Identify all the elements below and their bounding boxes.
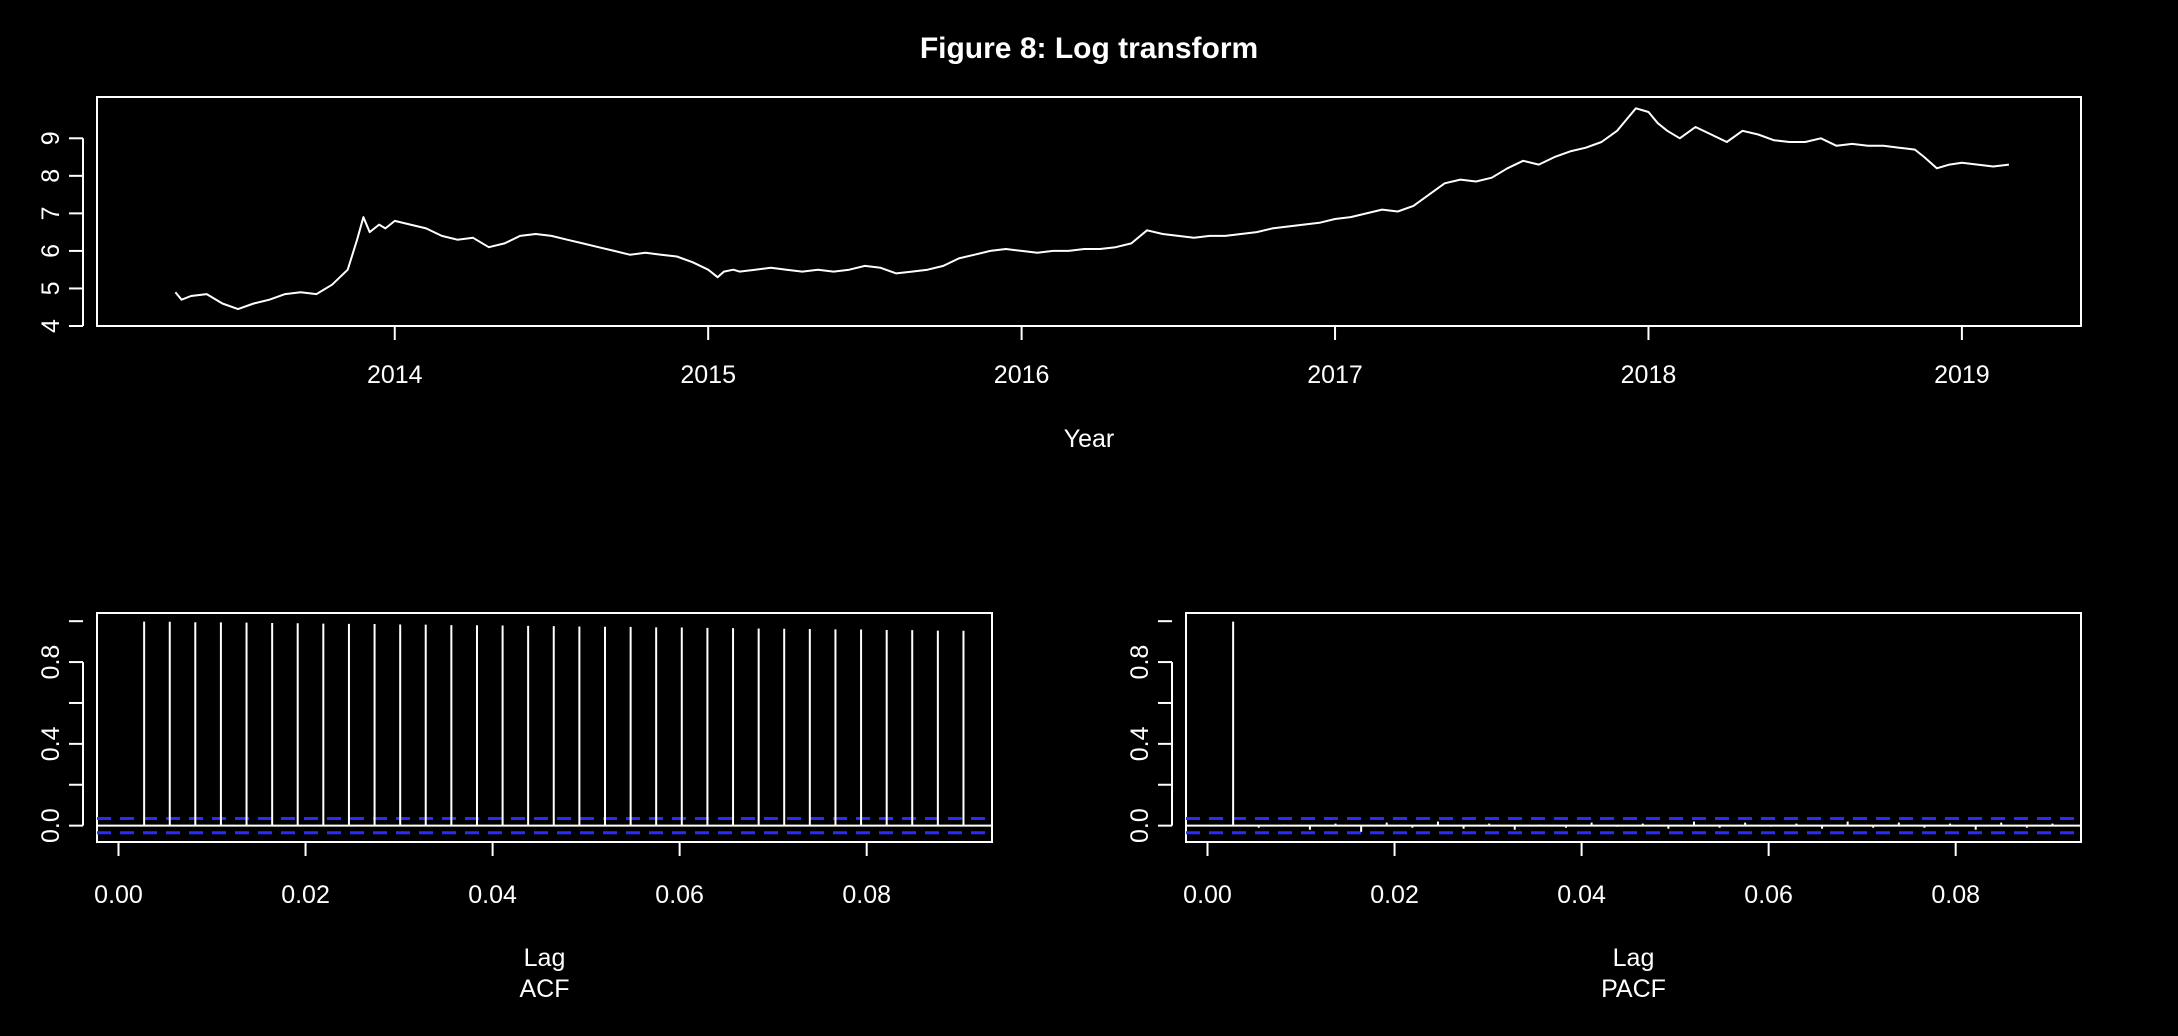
x-tick-label: 0.00 — [94, 881, 143, 909]
x-tick-label: 0.04 — [468, 881, 517, 909]
y-axis: 0.0 0.4 0.8 — [1126, 620, 1173, 843]
x-tick-label: 0.02 — [1370, 881, 1419, 909]
y-tick-label: 0.4 — [37, 726, 65, 761]
y-tick-label: 0.8 — [1126, 645, 1154, 680]
x-tick-label: 0.06 — [655, 881, 704, 909]
figure-title: Figure 8: Log transform — [920, 32, 1258, 65]
y-tick-label: 8 — [37, 169, 65, 183]
x-tick-label: 2015 — [680, 361, 736, 389]
y-tick-label: 9 — [37, 131, 65, 145]
series-line — [174, 107, 2010, 311]
y-tick-label: 7 — [37, 206, 65, 220]
x-axis-label: Lag — [1613, 944, 1655, 972]
x-tick-label: 0.04 — [1557, 881, 1606, 909]
y-axis: 0.0 0.4 0.8 — [37, 620, 84, 843]
time-series-panel: 2014 2015 2016 2017 2018 2019 4 5 6 7 8 9 Year — [37, 96, 2082, 453]
x-axis-label: Lag — [524, 944, 566, 972]
y-tick-label: 0.4 — [1126, 726, 1154, 761]
x-tick-label: 0.08 — [842, 881, 891, 909]
acf-panel: 0.00 0.02 0.04 0.06 0.08 0.0 0.4 0.8 Lag ACF — [37, 612, 993, 1003]
x-tick-label: 2016 — [994, 361, 1050, 389]
x-tick-label: 2018 — [1621, 361, 1677, 389]
pacf-panel: 0.00 0.02 0.04 0.06 0.08 0.0 0.4 0.8 Lag PACF — [1126, 612, 2082, 1003]
x-tick-label: 0.08 — [1931, 881, 1980, 909]
x-axis: 2014 2015 2016 2017 2018 2019 — [367, 325, 1990, 389]
x-axis: 0.00 0.02 0.04 0.06 0.08 — [94, 841, 891, 909]
x-tick-label: 0.06 — [1744, 881, 1793, 909]
y-tick-label: 0.0 — [1126, 808, 1154, 843]
x-axis-label: Year — [1064, 425, 1115, 453]
y-tick-label: 5 — [37, 282, 65, 296]
x-tick-label: 2017 — [1307, 361, 1363, 389]
x-axis: 0.00 0.02 0.04 0.06 0.08 — [1183, 841, 1980, 909]
y-axis: 4 5 6 7 8 9 — [37, 131, 84, 333]
x-tick-label: 0.02 — [281, 881, 330, 909]
x-tick-label: 0.00 — [1183, 881, 1232, 909]
y-tick-label: 6 — [37, 244, 65, 258]
x-tick-label: 2019 — [1934, 361, 1990, 389]
y-tick-label: 0.8 — [37, 645, 65, 680]
y-tick-label: 4 — [37, 319, 65, 333]
panel-label: ACF — [520, 975, 570, 1003]
panel-label: PACF — [1601, 975, 1666, 1003]
x-tick-label: 2014 — [367, 361, 423, 389]
y-tick-label: 0.0 — [37, 808, 65, 843]
